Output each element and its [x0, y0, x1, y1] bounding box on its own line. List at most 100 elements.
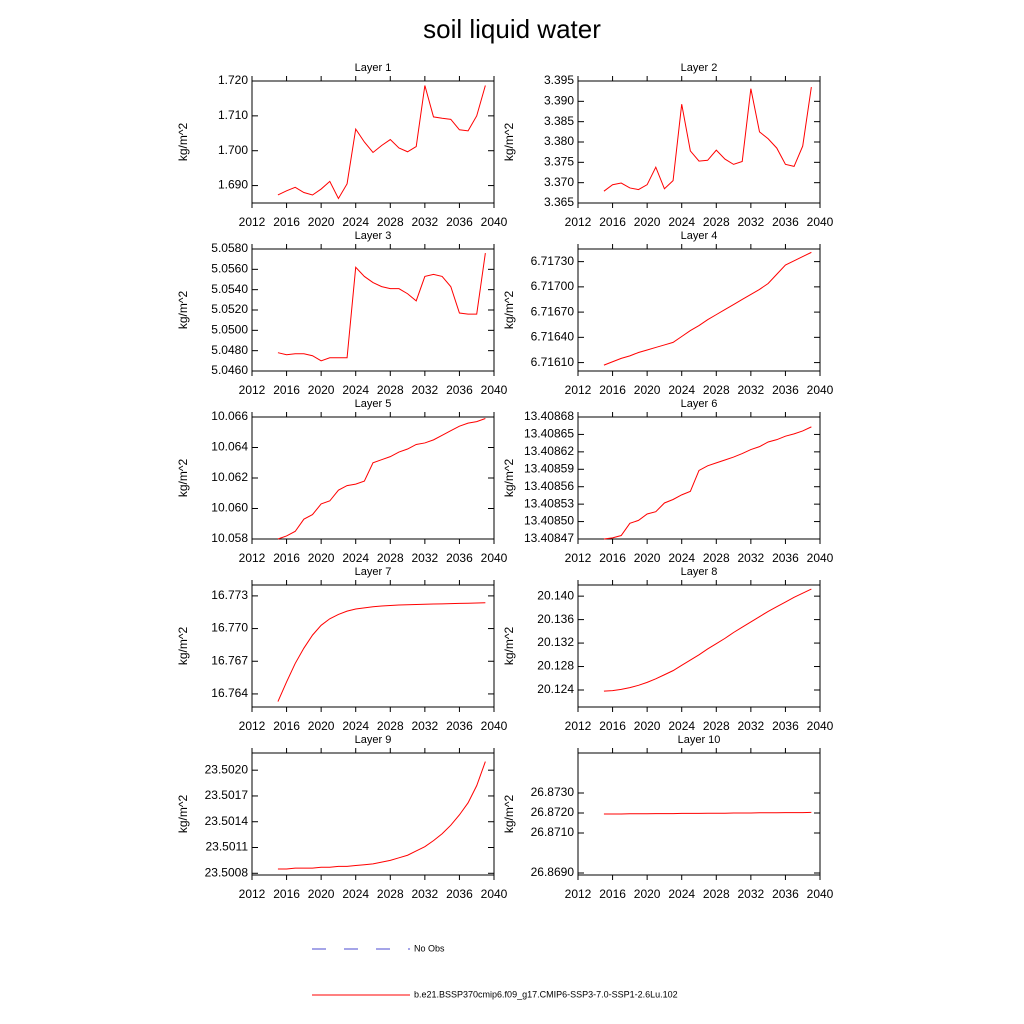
- x-tick-label: 2016: [273, 383, 300, 397]
- y-tick-label: 23.5008: [205, 865, 249, 879]
- x-tick-label: 2016: [599, 215, 626, 229]
- y-axis-label: kg/m^2: [176, 459, 190, 498]
- y-tick-label: 26.8710: [531, 825, 575, 839]
- x-tick-label: 2040: [807, 719, 834, 733]
- x-tick-label: 2028: [377, 887, 404, 901]
- data-line: [277, 602, 486, 702]
- x-tick-label: 2020: [308, 887, 335, 901]
- data-line: [277, 761, 486, 870]
- y-tick-label: 3.375: [544, 155, 574, 169]
- x-tick-label: 2020: [634, 719, 661, 733]
- y-tick-label: 13.40859: [524, 461, 574, 475]
- y-tick-label: 26.8690: [531, 865, 575, 879]
- x-tick-label: 2024: [668, 887, 695, 901]
- y-tick-label: 13.40847: [524, 531, 574, 545]
- plot-frame: [577, 752, 821, 876]
- x-tick-label: 2016: [599, 551, 626, 565]
- x-tick-label: 2024: [668, 215, 695, 229]
- data-line: [603, 426, 812, 540]
- panel-title: Layer 8: [681, 566, 718, 578]
- y-tick-label: 5.0580: [211, 241, 248, 255]
- x-tick-label: 2016: [599, 383, 626, 397]
- x-tick-label: 2028: [377, 551, 404, 565]
- x-tick-label: 2036: [446, 551, 473, 565]
- data-line: [277, 418, 486, 540]
- data-line: [277, 252, 486, 362]
- data-line: [603, 251, 812, 366]
- x-tick-label: 2032: [738, 887, 765, 901]
- y-tick-label: 20.132: [537, 635, 574, 649]
- x-tick-label: 2036: [772, 887, 799, 901]
- y-tick-label: 1.690: [218, 178, 248, 192]
- panel-title: Layer 5: [355, 398, 392, 410]
- x-tick-label: 2016: [599, 887, 626, 901]
- x-tick-label: 2032: [412, 719, 439, 733]
- x-tick-label: 2016: [273, 887, 300, 901]
- data-line: [603, 588, 812, 692]
- y-tick-label: 3.365: [544, 195, 574, 209]
- y-tick-label: 6.71670: [531, 304, 575, 318]
- x-tick-label: 2024: [668, 383, 695, 397]
- y-tick-label: 5.0560: [211, 262, 248, 276]
- y-tick-label: 10.062: [211, 470, 248, 484]
- y-axis-label: kg/m^2: [176, 123, 190, 162]
- x-tick-label: 2012: [565, 215, 592, 229]
- y-tick-label: 13.40868: [524, 409, 574, 423]
- x-tick-label: 2020: [308, 215, 335, 229]
- x-tick-label: 2036: [446, 887, 473, 901]
- x-tick-label: 2040: [481, 719, 508, 733]
- panel-title: Layer 9: [355, 734, 392, 746]
- y-tick-label: 16.767: [211, 653, 248, 667]
- panel-title: Layer 2: [681, 62, 718, 74]
- x-tick-label: 2024: [342, 215, 369, 229]
- y-tick-label: 3.385: [544, 114, 574, 128]
- x-tick-label: 2040: [481, 215, 508, 229]
- x-tick-label: 2028: [703, 215, 730, 229]
- x-tick-label: 2024: [342, 383, 369, 397]
- y-tick-label: 3.395: [544, 73, 574, 87]
- y-tick-label: 6.71610: [531, 355, 575, 369]
- y-tick-label: 16.764: [211, 686, 248, 700]
- x-tick-label: 2028: [703, 383, 730, 397]
- x-tick-label: 2012: [239, 383, 266, 397]
- x-tick-label: 2040: [807, 383, 834, 397]
- x-tick-label: 2012: [239, 719, 266, 733]
- x-tick-label: 2040: [481, 383, 508, 397]
- y-tick-label: 3.380: [544, 134, 574, 148]
- x-tick-label: 2012: [565, 383, 592, 397]
- x-tick-label: 2028: [703, 719, 730, 733]
- x-tick-label: 2012: [565, 551, 592, 565]
- y-tick-label: 23.5011: [206, 840, 249, 854]
- x-tick-label: 2024: [342, 719, 369, 733]
- plot-frame: [251, 416, 495, 540]
- legend-label: b.e21.BSSP370cmip6.f09_g17.CMIP6-SSP3-7.…: [414, 989, 678, 999]
- x-tick-label: 2032: [738, 551, 765, 565]
- y-axis-label: kg/m^2: [502, 123, 516, 162]
- x-tick-label: 2028: [377, 719, 404, 733]
- x-tick-label: 2016: [273, 215, 300, 229]
- plot-frame: [251, 248, 495, 372]
- panel-title: Layer 6: [681, 398, 718, 410]
- y-tick-label: 13.40853: [524, 496, 574, 510]
- plot-frame: [577, 416, 821, 540]
- x-tick-label: 2020: [308, 551, 335, 565]
- y-tick-label: 13.40862: [524, 444, 574, 458]
- x-tick-label: 2028: [377, 215, 404, 229]
- x-tick-label: 2012: [565, 887, 592, 901]
- y-tick-label: 10.060: [211, 501, 248, 515]
- y-tick-label: 26.8730: [531, 785, 575, 799]
- plot-frame: [251, 584, 495, 708]
- x-tick-label: 2028: [377, 383, 404, 397]
- y-tick-label: 1.700: [218, 143, 248, 157]
- x-tick-label: 2040: [481, 887, 508, 901]
- plot-frame: [577, 584, 821, 708]
- y-tick-label: 16.773: [211, 588, 248, 602]
- x-tick-label: 2020: [634, 215, 661, 229]
- y-tick-label: 10.058: [211, 531, 248, 545]
- y-tick-label: 13.40850: [524, 514, 574, 528]
- y-tick-label: 5.0500: [211, 323, 248, 337]
- x-tick-label: 2036: [772, 719, 799, 733]
- x-tick-label: 2012: [239, 551, 266, 565]
- plot-frame: [251, 752, 495, 876]
- y-tick-label: 3.370: [544, 175, 574, 189]
